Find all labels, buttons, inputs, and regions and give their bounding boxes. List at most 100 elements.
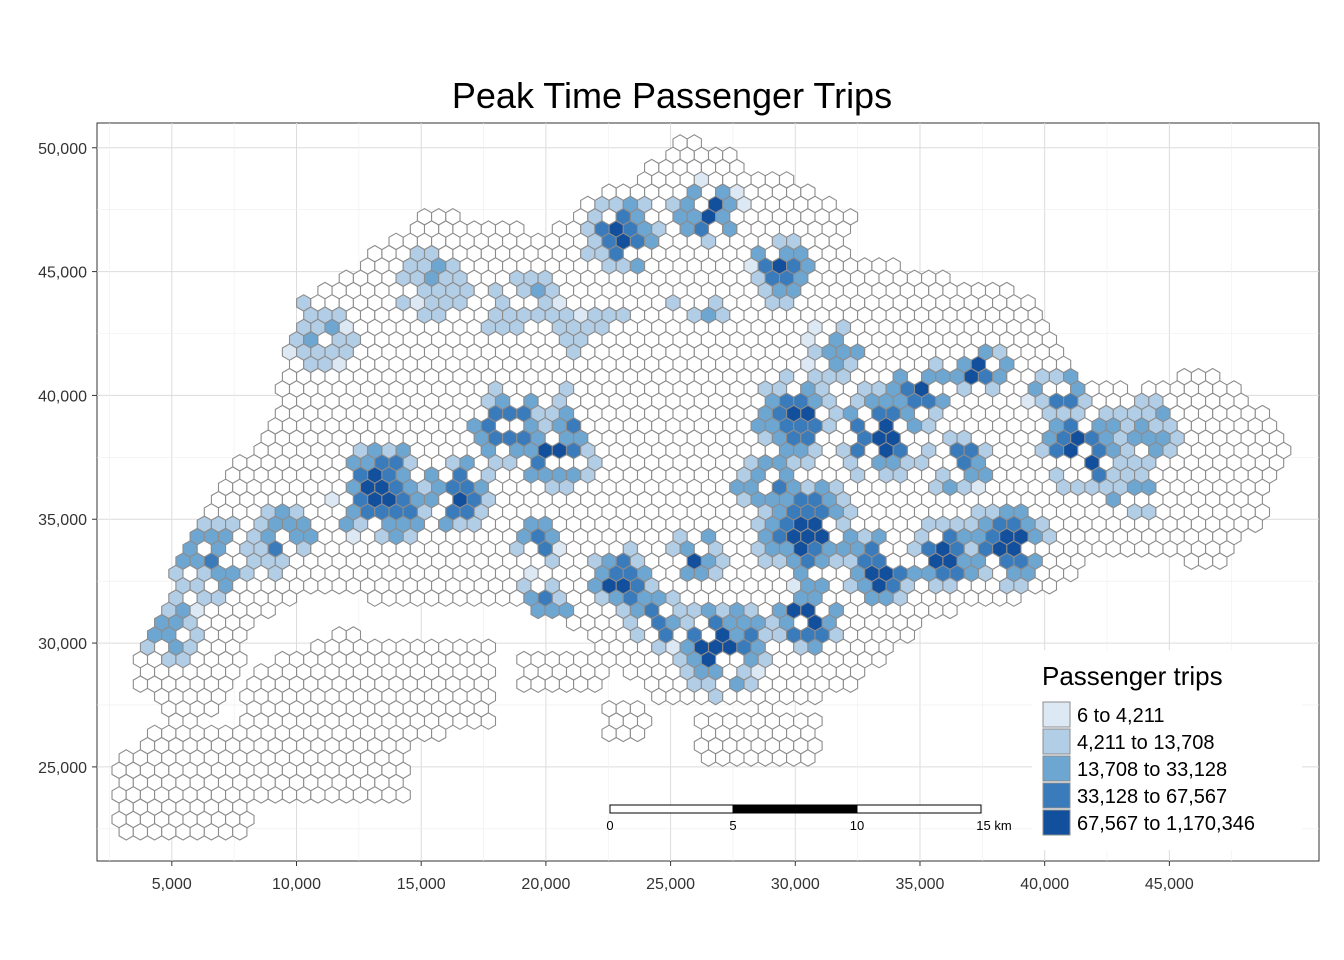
hex-cell	[509, 589, 525, 607]
x-tick-label: 40,000	[1020, 876, 1069, 893]
legend-swatch	[1042, 809, 1071, 836]
hex-cell	[842, 675, 859, 694]
hex-cell	[778, 687, 795, 706]
hex-cell	[303, 576, 319, 595]
hex-cell	[345, 576, 362, 595]
hex-cell	[1197, 552, 1214, 571]
hex-cell	[146, 822, 163, 841]
hex-cell	[189, 822, 205, 841]
hex-cell	[757, 749, 773, 767]
hex-cell	[587, 675, 603, 694]
hex-cell	[296, 786, 312, 804]
hex-cell	[736, 687, 752, 706]
hex-cell	[367, 589, 383, 607]
hex-cell	[544, 601, 560, 620]
hex-cell	[928, 601, 944, 620]
hex-cell	[558, 675, 575, 694]
hex-cell	[1091, 540, 1107, 558]
hex-cell	[367, 786, 383, 804]
hex-cell	[722, 687, 738, 706]
hex-cell	[693, 687, 710, 706]
hex-cell	[1063, 564, 1079, 583]
legend-label: 13,708 to 33,128	[1077, 759, 1227, 781]
hex-cell	[871, 650, 887, 669]
hex-cell	[132, 675, 149, 694]
y-tick-label: 45,000	[38, 265, 87, 282]
hex-cell	[729, 749, 745, 767]
y-axis-ticks: 25,000 30,000 35,000 40,000 45,000 50,000	[38, 141, 97, 777]
x-tick-label: 5,000	[152, 876, 192, 893]
hex-cell	[452, 712, 468, 730]
hex-cell	[665, 687, 681, 706]
scale-label-10: 10	[850, 818, 864, 833]
hex-cell	[203, 699, 220, 718]
hex-cell	[544, 675, 560, 694]
y-tick-label: 50,000	[38, 141, 87, 158]
hex-cell	[1134, 540, 1150, 558]
legend-label: 4,211 to 13,708	[1077, 732, 1215, 754]
hex-cell	[1006, 589, 1022, 607]
hex-cell	[977, 589, 994, 607]
hex-cell	[281, 589, 298, 607]
hex-cell	[828, 675, 844, 694]
legend-title: Passenger trips	[1042, 661, 1223, 691]
x-tick-label: 25,000	[646, 876, 695, 893]
hex-cell	[1247, 515, 1263, 534]
y-tick-label: 35,000	[38, 512, 87, 529]
hex-cell	[381, 786, 397, 804]
hex-cell	[800, 749, 816, 767]
hex-cell	[260, 601, 276, 620]
hex-cell	[1183, 552, 1200, 571]
legend-label: 33,128 to 67,567	[1077, 786, 1227, 808]
hex-cell	[1041, 576, 1058, 595]
hex-cell	[281, 786, 298, 804]
hex-cell	[516, 675, 532, 694]
hex-cell	[1119, 540, 1136, 558]
hex-cell	[480, 712, 497, 730]
hex-cell	[480, 589, 497, 607]
scale-bar-segment-2	[732, 804, 858, 814]
hex-cell	[786, 749, 802, 767]
hex-cell	[679, 687, 695, 706]
hex-cell	[1212, 552, 1228, 571]
hex-cell	[416, 724, 433, 743]
x-tick-label: 35,000	[896, 876, 945, 893]
hex-cell	[409, 589, 426, 607]
hex-cell	[161, 822, 177, 841]
hex-cell	[707, 687, 724, 706]
hex-cell	[175, 822, 191, 841]
hex-cell	[310, 786, 326, 804]
hex-cell	[132, 822, 149, 841]
y-tick-label: 40,000	[38, 388, 87, 405]
hex-cell	[395, 786, 411, 804]
hex-cell	[438, 589, 454, 607]
scale-bar-segment-3	[856, 804, 982, 814]
y-tick-label: 25,000	[38, 760, 87, 777]
scale-label-15: 15 km	[976, 818, 1011, 833]
hex-cell	[573, 675, 589, 694]
hex-cell	[381, 589, 397, 607]
hex-cell	[530, 601, 546, 620]
scale-bar: 0 5 10 15 km	[606, 804, 1012, 833]
x-tick-label: 30,000	[771, 876, 820, 893]
hex-cell	[1027, 576, 1043, 595]
x-tick-label: 20,000	[521, 876, 570, 893]
hex-cell	[651, 687, 667, 706]
hex-cell	[452, 589, 468, 607]
legend-swatch	[1042, 782, 1071, 809]
hex-cell	[771, 749, 788, 767]
legend-label: 6 to 4,211	[1077, 705, 1164, 727]
hex-cell	[530, 675, 546, 694]
hex-cell	[317, 576, 333, 595]
hex-cell	[615, 724, 631, 743]
hex-grid	[111, 134, 1292, 841]
legend-swatch	[1042, 701, 1071, 728]
hex-cell	[1105, 540, 1121, 558]
hex-cell	[743, 749, 759, 767]
x-tick-label: 45,000	[1145, 876, 1194, 893]
hex-cell	[431, 724, 447, 743]
x-tick-label: 10,000	[272, 876, 321, 893]
scale-label-5: 5	[729, 818, 736, 833]
hex-cell	[963, 589, 979, 607]
